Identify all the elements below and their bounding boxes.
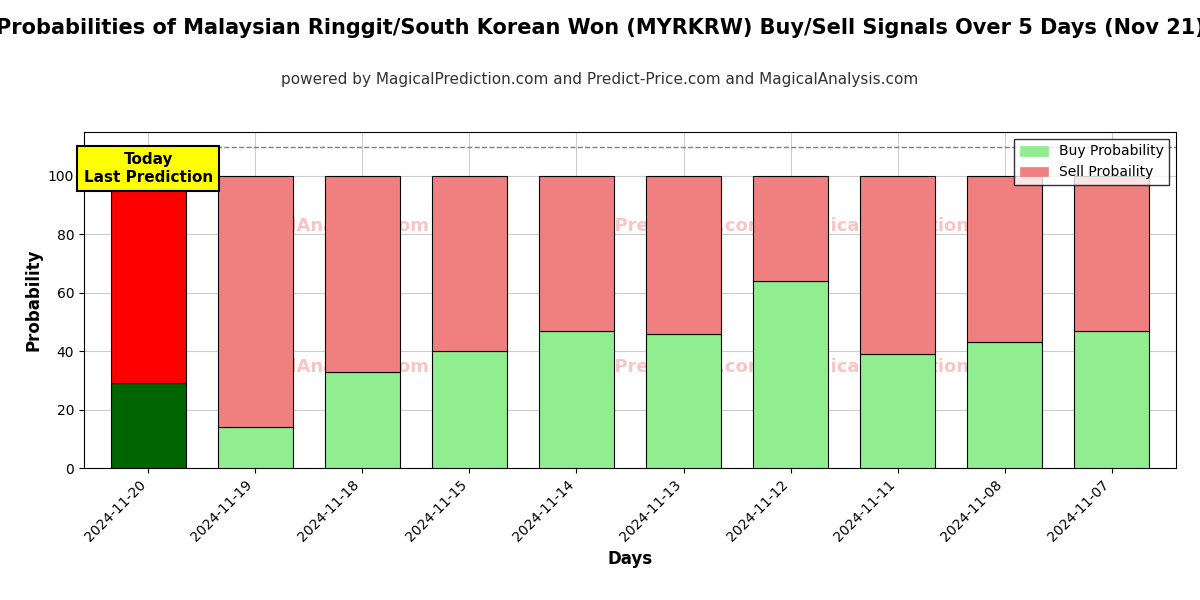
Text: MagicalPrediction.com: MagicalPrediction.com — [788, 217, 1018, 235]
Bar — [539, 331, 614, 468]
Text: MagicalPrediction.com: MagicalPrediction.com — [538, 217, 767, 235]
Bar — [860, 176, 935, 354]
Text: MagicalPrediction.com: MagicalPrediction.com — [538, 358, 767, 376]
Bar — [754, 176, 828, 281]
Text: Probabilities of Malaysian Ringgit/South Korean Won (MYRKRW) Buy/Sell Signals Ov: Probabilities of Malaysian Ringgit/South… — [0, 18, 1200, 38]
Bar — [646, 334, 721, 468]
Bar — [218, 427, 293, 468]
Y-axis label: Probability: Probability — [24, 249, 42, 351]
Text: MagicalPrediction.com: MagicalPrediction.com — [788, 358, 1018, 376]
Legend: Buy Probability, Sell Probaility: Buy Probability, Sell Probaility — [1014, 139, 1169, 185]
Bar — [432, 351, 506, 468]
Bar — [860, 354, 935, 468]
Bar — [1074, 331, 1150, 468]
Bar — [539, 176, 614, 331]
Text: powered by MagicalPrediction.com and Predict-Price.com and MagicalAnalysis.com: powered by MagicalPrediction.com and Pre… — [281, 72, 919, 87]
Text: Today
Last Prediction: Today Last Prediction — [84, 152, 212, 185]
X-axis label: Days: Days — [607, 550, 653, 568]
Bar — [1074, 176, 1150, 331]
Text: MagicalAnalysis.com: MagicalAnalysis.com — [220, 358, 430, 376]
Bar — [967, 343, 1042, 468]
Bar — [754, 281, 828, 468]
Bar — [646, 176, 721, 334]
Bar — [110, 383, 186, 468]
Bar — [325, 176, 400, 371]
Text: MagicalAnalysis.com: MagicalAnalysis.com — [220, 217, 430, 235]
Bar — [967, 176, 1042, 343]
Bar — [325, 371, 400, 468]
Bar — [432, 176, 506, 351]
Bar — [218, 176, 293, 427]
Bar — [110, 176, 186, 383]
